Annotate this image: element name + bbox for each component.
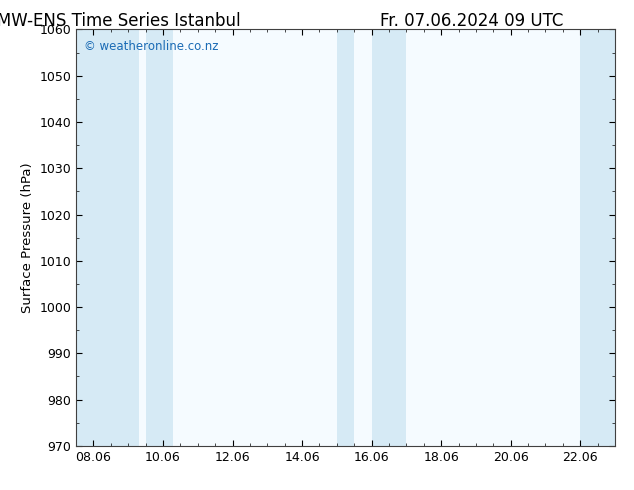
Bar xyxy=(372,29,406,446)
Text: ECMW-ENS Time Series Istanbul: ECMW-ENS Time Series Istanbul xyxy=(0,12,241,30)
Bar xyxy=(146,29,174,446)
Text: © weatheronline.co.nz: © weatheronline.co.nz xyxy=(84,40,219,53)
Text: Fr. 07.06.2024 09 UTC: Fr. 07.06.2024 09 UTC xyxy=(380,12,564,30)
Bar xyxy=(580,29,618,446)
Y-axis label: Surface Pressure (hPa): Surface Pressure (hPa) xyxy=(21,162,34,313)
Bar xyxy=(337,29,354,446)
Bar xyxy=(76,29,139,446)
